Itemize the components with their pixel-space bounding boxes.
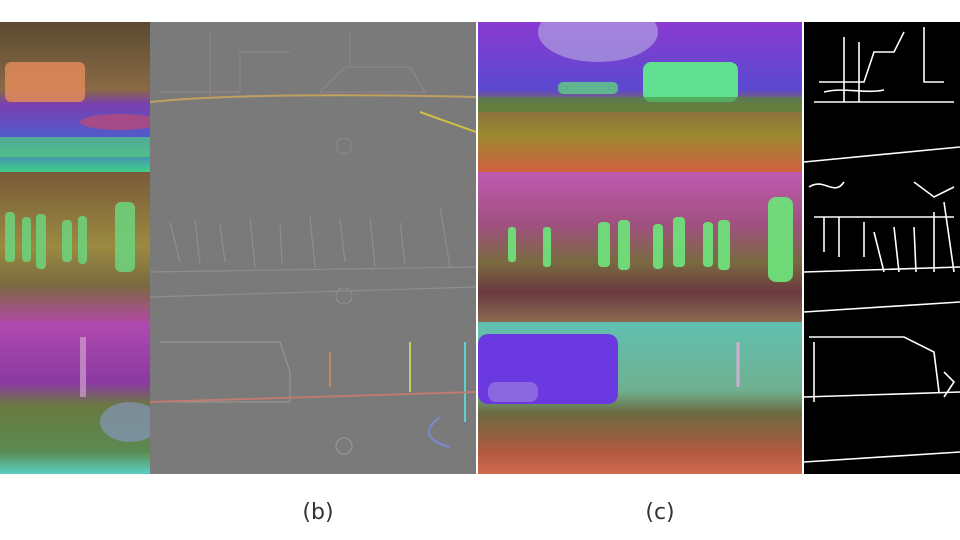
figure-panel-c-row3 [478,322,802,474]
caption-b: (b) [302,500,334,525]
figure-panel-d-row3 [804,322,960,474]
figure-panel-a-row1 [0,22,150,172]
caption-c: (c) [645,500,675,525]
figure-panel-d-row2 [804,172,960,322]
figure-panel-b-row1 [150,22,476,172]
figure-panel-c-row1 [478,22,802,172]
figure-panel-a-row2 [0,172,150,322]
figure-panel-b-row3 [150,322,476,474]
figure-panel-d-row1 [804,22,960,172]
figure-panel-a-row3 [0,322,150,474]
figure-panel-b-row2 [150,172,476,322]
figure-panel-c-row2 [478,172,802,322]
